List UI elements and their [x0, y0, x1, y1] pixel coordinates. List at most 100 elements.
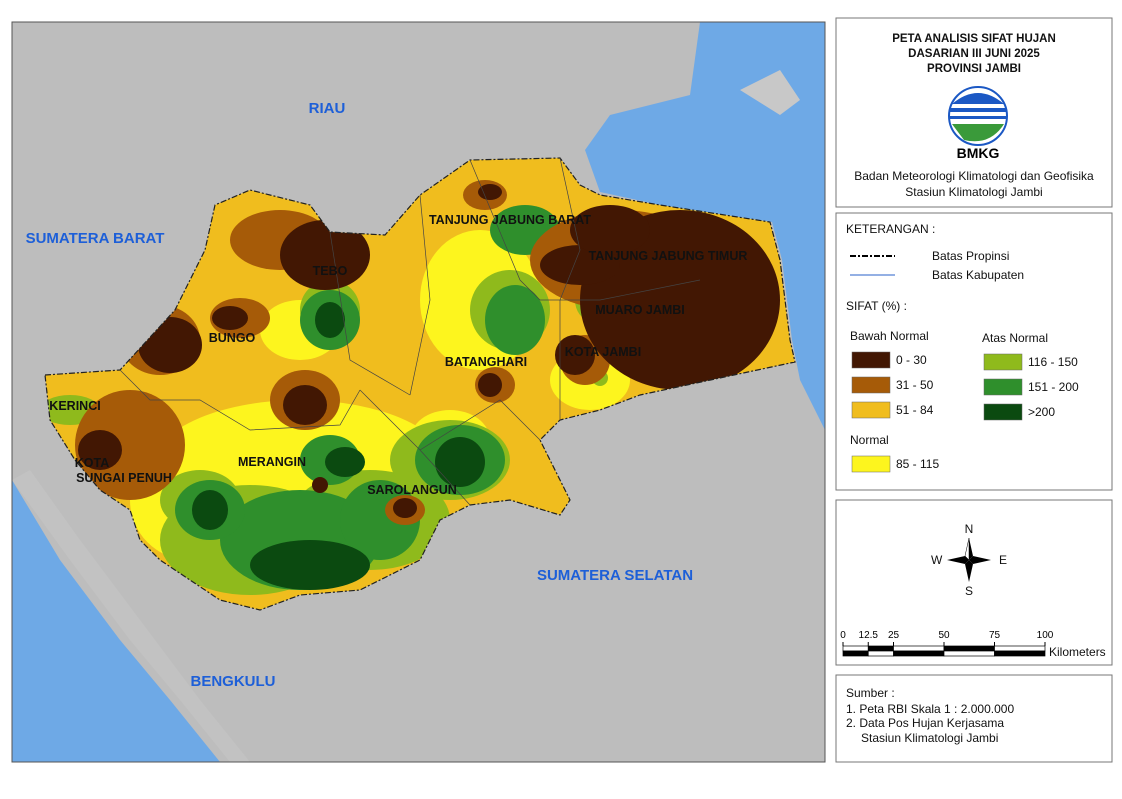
rainfall-zone [555, 335, 595, 375]
rainfall-zone [570, 205, 650, 255]
compass-e: E [999, 553, 1007, 567]
legend-swatch [983, 403, 1023, 421]
legend-swatch [983, 353, 1023, 371]
regency-label: SAROLANGUN [367, 483, 457, 497]
scale-segment [842, 650, 869, 657]
compass-scale-box [835, 499, 1113, 666]
legend-classes: Bawah Normal 0 - 30 31 - 50 51 - 84 Atas Nor… [850, 329, 1079, 473]
sea-west [12, 480, 220, 762]
legend-group-name: Bawah Normal [850, 329, 929, 343]
legend-box [835, 212, 1113, 491]
regency-border [409, 194, 431, 396]
rainfall-zone [75, 390, 185, 500]
source-heading: Sumber : [846, 686, 895, 700]
scale-segment [943, 645, 995, 652]
legend-group-name: Normal [850, 433, 889, 447]
legend-class-label: 116 - 150 [1028, 355, 1078, 369]
scale-segment [943, 650, 995, 657]
regency-border [119, 369, 361, 431]
rainfall-zone [280, 220, 370, 290]
rainfall-zone [478, 373, 502, 397]
scale-segment [893, 650, 945, 657]
legend-swatch [851, 376, 891, 394]
map-frame: RIAU SUMATERA BARAT SUMATERA SELATAN BENGKU… [12, 22, 825, 762]
rainfall-zone [393, 498, 417, 518]
legend-heading: KETERANGAN : [846, 222, 935, 236]
legend-class-label: 85 - 115 [896, 457, 939, 471]
regency-label: MUARO JAMBI [595, 303, 685, 317]
scale-tick-label: 75 [989, 630, 1001, 641]
regency-label: BUNGO [209, 331, 256, 345]
map-border [11, 21, 826, 763]
scale-tick-label: 12.5 [859, 630, 879, 641]
regency-border [559, 157, 581, 301]
rainfall-zone [312, 477, 328, 493]
compass [947, 537, 991, 582]
scale-segment [867, 645, 894, 652]
compass-n: N [965, 522, 974, 536]
compass-w: W [931, 553, 943, 567]
regency-label: TEBO [313, 264, 348, 278]
legend-swatch [851, 351, 891, 369]
rainfall-zone [325, 447, 365, 477]
legend-class-label: 51 - 84 [896, 403, 934, 417]
sea [560, 22, 825, 430]
regency-border [419, 399, 541, 451]
legend-swatch [983, 378, 1023, 396]
legend-line-label: Batas Kabupaten [932, 268, 1024, 282]
logo-text: BMKG [957, 145, 1000, 161]
scale-tick-label: 0 [840, 630, 846, 641]
scale-segment [893, 645, 945, 652]
rainfall-zone [478, 184, 502, 200]
title-line: PROVINSI JAMBI [927, 63, 1021, 75]
title-line: PETA ANALISIS SIFAT HUJAN [892, 33, 1056, 45]
legend-line-label: Batas Propinsi [932, 249, 1009, 263]
rainfall-zone [78, 430, 122, 470]
scale-tick-label: 50 [938, 630, 950, 641]
scale-tick-label: 25 [888, 630, 900, 641]
province-label: RIAU [309, 100, 346, 117]
rainfall-zone [315, 302, 345, 338]
scale-segment [994, 650, 1046, 657]
province-label: BENGKULU [191, 673, 276, 690]
legend-swatch [851, 455, 891, 473]
bmkg-logo [948, 86, 1008, 146]
rainfall-zone [283, 385, 327, 425]
rainfall-zone [435, 437, 485, 487]
rainfall-zone [192, 490, 228, 530]
source-item: 1. Peta RBI Skala 1 : 2.000.000 [846, 702, 1014, 716]
regency-label: KERINCI [49, 399, 100, 413]
regency-label: TANJUNG JABUNG TIMUR [589, 249, 748, 263]
legend-group-name: Atas Normal [982, 331, 1048, 345]
sifat-heading: SIFAT (%) : [846, 299, 907, 313]
regency-border [469, 159, 541, 301]
scale-unit: Kilometers [1049, 645, 1106, 659]
province-label: SUMATERA SELATAN [537, 567, 693, 584]
regency-label: BATANGHARI [445, 355, 527, 369]
regency-label: SUNGAI PENUH [76, 471, 172, 485]
rainfall-zone [580, 210, 780, 390]
scale-segment [867, 650, 894, 657]
rainfall-zone [485, 285, 545, 355]
scale-bar: 0 12.5 25 50 75 100 Kilometers [840, 630, 1105, 659]
regency-label: KOTA [75, 456, 110, 470]
coast [12, 470, 250, 762]
province-label: SUMATERA BARAT [26, 230, 165, 247]
compass-s: S [965, 584, 973, 598]
legend-class-label: 151 - 200 [1028, 380, 1079, 394]
agency-line: Stasiun Klimatologi Jambi [905, 185, 1042, 199]
rainfall-zone [250, 540, 370, 590]
legend-class-label: >200 [1028, 405, 1055, 419]
rainfall-zone [540, 245, 620, 285]
rainfall-zones [45, 180, 780, 595]
island [740, 70, 800, 115]
legend-class-label: 0 - 30 [896, 353, 927, 367]
rainfall-zone [212, 306, 248, 330]
source-box [835, 674, 1113, 763]
map-labels: RIAU SUMATERA BARAT SUMATERA SELATAN BENGKU… [26, 100, 748, 690]
source-item: 2. Data Pos Hujan Kerjasama [846, 716, 1004, 730]
scale-segment [842, 645, 869, 652]
title-line: DASARIAN III JUNI 2025 [908, 48, 1040, 60]
